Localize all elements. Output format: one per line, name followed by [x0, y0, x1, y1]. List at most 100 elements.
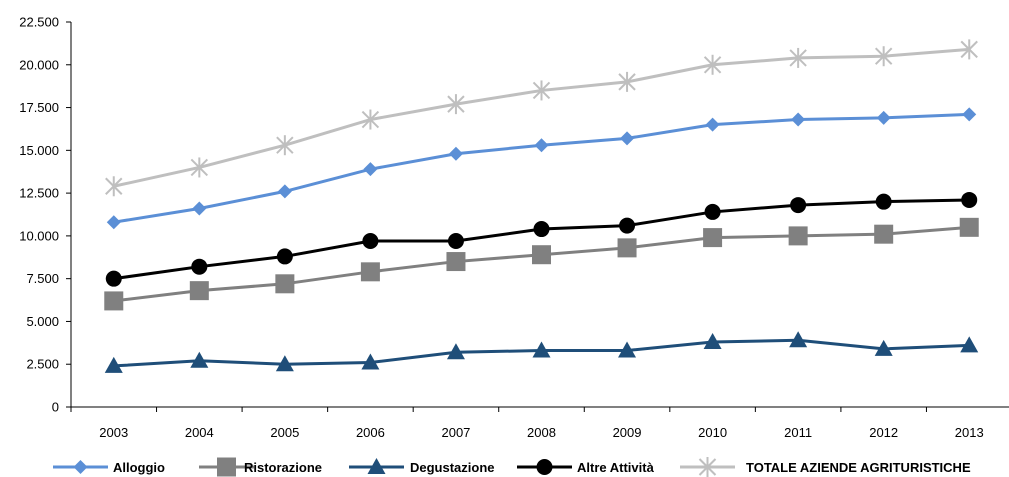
- legend: Alloggio Ristorazione Degustazione Altre At…: [53, 457, 971, 477]
- data-point: [363, 162, 378, 177]
- data-point: [788, 226, 808, 246]
- data-point: [104, 356, 123, 373]
- x-tick-label: 2005: [270, 425, 299, 440]
- legend-item-3: Altre Attività: [517, 459, 655, 475]
- series-line: [113, 198, 970, 281]
- data-point: [534, 138, 549, 153]
- data-point: [446, 343, 465, 360]
- series-0: [106, 107, 977, 230]
- data-point: [362, 233, 379, 250]
- legend-marker: [536, 459, 553, 475]
- data-point: [960, 336, 979, 353]
- data-point: [705, 117, 720, 132]
- y-tick-label: 12.500: [19, 186, 59, 201]
- x-tick-label: 2006: [356, 425, 385, 440]
- legend-label: TOTALE AZIENDE AGRITURISTICHE: [746, 460, 971, 475]
- data-point: [190, 157, 209, 178]
- data-point: [960, 39, 978, 60]
- data-point: [789, 331, 808, 348]
- data-point: [874, 224, 894, 244]
- series-line: [113, 112, 970, 224]
- y-tick-label: 22.500: [19, 15, 59, 30]
- y-tick-label: 15.000: [19, 143, 59, 158]
- data-point: [790, 197, 807, 214]
- series-layer: [104, 39, 979, 373]
- x-tick-label: 2003: [99, 425, 128, 440]
- x-tick-label: 2012: [869, 425, 898, 440]
- data-point: [876, 110, 891, 125]
- data-point: [104, 291, 124, 311]
- data-point: [276, 248, 293, 265]
- legend-marker: [217, 457, 236, 477]
- data-point: [874, 339, 893, 356]
- data-point: [619, 217, 636, 234]
- y-tick-label: 0: [52, 400, 59, 415]
- data-point: [874, 46, 893, 67]
- data-point: [447, 94, 465, 115]
- data-point: [620, 131, 635, 146]
- legend-label: Degustazione: [410, 460, 495, 475]
- legend-item-2: Degustazione: [349, 458, 495, 475]
- data-point: [190, 351, 209, 368]
- x-tick-label: 2004: [185, 425, 214, 440]
- axes: 0 2.500 5.000 7.500 10.000 12.500 15.000 17.500…: [19, 15, 1009, 440]
- data-point: [789, 47, 807, 68]
- data-point: [360, 262, 380, 282]
- data-point: [276, 135, 294, 156]
- x-tick-label: 2009: [613, 425, 642, 440]
- series-3: [105, 191, 978, 287]
- data-point: [446, 252, 466, 272]
- data-point: [275, 355, 294, 372]
- legend-marker: [73, 460, 88, 474]
- series-2: [104, 331, 979, 373]
- legend-label: Altre Attività: [577, 460, 655, 475]
- data-point: [361, 109, 380, 130]
- data-point: [189, 281, 209, 301]
- data-point: [617, 238, 637, 258]
- data-point: [875, 193, 892, 210]
- y-tick-label: 10.000: [19, 228, 59, 243]
- data-point: [703, 332, 722, 349]
- data-point: [192, 201, 207, 216]
- x-tick-label: 2011: [784, 425, 812, 440]
- data-point: [704, 203, 721, 220]
- data-point: [191, 258, 208, 275]
- data-point: [277, 184, 292, 199]
- x-tick-label: 2013: [955, 425, 984, 440]
- data-point: [532, 80, 551, 101]
- data-point: [533, 221, 550, 238]
- y-tick-label: 5.000: [26, 314, 59, 329]
- data-point: [962, 107, 977, 122]
- x-tick-label: 2008: [527, 425, 556, 440]
- x-tick-label: 2010: [698, 425, 727, 440]
- data-point: [959, 217, 979, 237]
- data-point: [703, 228, 723, 248]
- data-point: [703, 54, 722, 75]
- y-tick-label: 2.500: [26, 357, 59, 372]
- legend-marker: [698, 457, 717, 477]
- data-point: [448, 146, 463, 161]
- data-point: [791, 112, 806, 127]
- y-tick-label: 20.000: [19, 57, 59, 72]
- data-point: [618, 341, 637, 358]
- data-point: [275, 274, 295, 294]
- x-tick-label: 2007: [441, 425, 470, 440]
- legend-item-4: TOTALE AZIENDE AGRITURISTICHE: [680, 457, 971, 477]
- legend-marker: [367, 458, 386, 474]
- legend-label: Ristorazione: [244, 460, 322, 475]
- data-point: [532, 245, 551, 265]
- data-point: [532, 341, 551, 358]
- data-point: [447, 233, 464, 250]
- data-point: [618, 71, 636, 92]
- legend-item-1: Ristorazione: [199, 457, 322, 477]
- data-point: [105, 176, 123, 197]
- legend-item-0: Alloggio: [53, 460, 165, 475]
- y-tick-label: 17.500: [19, 100, 59, 115]
- data-point: [361, 353, 380, 370]
- data-point: [105, 270, 122, 287]
- data-point: [961, 191, 978, 208]
- legend-label: Alloggio: [113, 460, 165, 475]
- series-1: [104, 217, 979, 311]
- data-point: [106, 215, 121, 230]
